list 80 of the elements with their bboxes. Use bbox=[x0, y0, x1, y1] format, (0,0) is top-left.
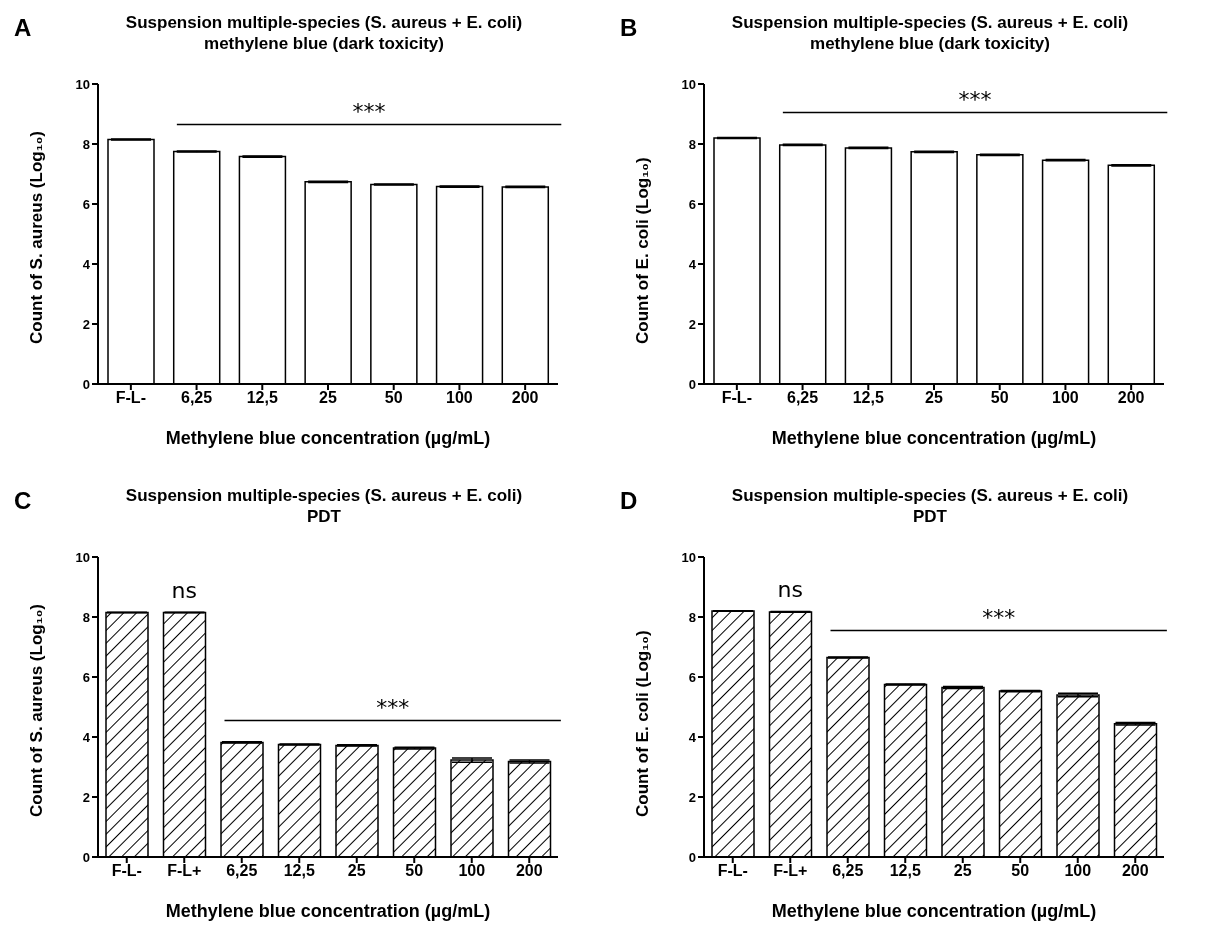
y-tick-label: 6 bbox=[82, 196, 90, 212]
x-axis-title: Methylene blue concentration (µg/mL) bbox=[165, 901, 491, 921]
y-axis-title: Count of E. coli (Log₁₀) bbox=[633, 630, 653, 817]
x-tick-label: 50 bbox=[384, 389, 403, 407]
y-tick-label: 8 bbox=[82, 136, 90, 152]
x-tick-label: 100 bbox=[446, 389, 473, 407]
x-tick-label: 25 bbox=[319, 389, 337, 407]
chart-title: Suspension multiple-species (S. aureus + E. coli) bbox=[124, 12, 524, 33]
x-tick-label: F-L- bbox=[721, 389, 752, 407]
y-axis-title: Count of S. aureus (Log₁₀) bbox=[27, 603, 47, 817]
x-tick-label: 12,5 bbox=[246, 389, 278, 407]
y-tick-label: 8 bbox=[688, 136, 696, 152]
chart-subtitle: methylene blue (dark toxicity) bbox=[809, 33, 1051, 54]
y-tick-label: 2 bbox=[82, 316, 90, 332]
text: C bbox=[14, 487, 32, 515]
chart-title: Suspension multiple-species (S. aureus + E. coli) bbox=[730, 485, 1130, 506]
x-tick-label: F-L+ bbox=[773, 862, 808, 880]
chart-subtitle: methylene blue (dark toxicity) bbox=[203, 33, 445, 54]
x-tick-label: F-L- bbox=[115, 389, 146, 407]
x-axis-title: Methylene blue concentration (µg/mL) bbox=[771, 901, 1097, 921]
ref-line-label: *** bbox=[958, 86, 992, 112]
y-tick-label: 10 bbox=[75, 549, 90, 565]
x-tick-label: 25 bbox=[347, 862, 366, 880]
y-tick-label: 4 bbox=[82, 729, 91, 745]
y-tick-label: 10 bbox=[681, 549, 696, 565]
y-axis-title: Count of S. aureus (Log₁₀) bbox=[27, 130, 47, 344]
x-axis-title: Methylene blue concentration (µg/mL) bbox=[165, 428, 491, 448]
x-tick-label: 50 bbox=[1011, 862, 1030, 880]
x-tick-label: F-L+ bbox=[167, 862, 202, 880]
text: A bbox=[14, 14, 32, 42]
x-tick-label: 12,5 bbox=[283, 862, 315, 880]
ref-line-label: *** bbox=[982, 604, 1016, 630]
y-tick-label: 10 bbox=[75, 76, 90, 92]
y-tick-label: 4 bbox=[688, 729, 697, 745]
x-tick-label: 100 bbox=[1064, 862, 1092, 880]
x-tick-label: 200 bbox=[511, 389, 539, 407]
chart-title: Suspension multiple-species (S. aureus + E. coli) bbox=[730, 12, 1130, 33]
annotation: ns bbox=[777, 577, 803, 603]
ref-line-label: *** bbox=[376, 694, 410, 720]
annotation: ns bbox=[171, 577, 197, 603]
y-tick-label: 0 bbox=[688, 376, 696, 392]
x-tick-label: 200 bbox=[515, 862, 543, 880]
y-tick-label: 2 bbox=[688, 316, 696, 332]
x-tick-label: 12,5 bbox=[889, 862, 921, 880]
chart-title: Suspension multiple-species (S. aureus + E. coli) bbox=[124, 485, 524, 506]
x-tick-label: 6,25 bbox=[787, 389, 819, 407]
x-tick-label: 200 bbox=[1117, 389, 1145, 407]
x-tick-label: 6,25 bbox=[832, 862, 864, 880]
x-tick-label: 12,5 bbox=[852, 389, 884, 407]
x-tick-label: 100 bbox=[1052, 389, 1079, 407]
y-tick-label: 4 bbox=[82, 256, 91, 272]
text: D bbox=[620, 487, 638, 515]
y-tick-label: 2 bbox=[688, 789, 696, 805]
x-tick-label: 50 bbox=[405, 862, 424, 880]
y-tick-label: 2 bbox=[82, 789, 90, 805]
x-tick-label: 6,25 bbox=[226, 862, 258, 880]
ref-line-label: *** bbox=[352, 98, 386, 124]
x-tick-label: 200 bbox=[1121, 862, 1149, 880]
x-tick-label: 6,25 bbox=[181, 389, 213, 407]
y-tick-label: 0 bbox=[688, 849, 696, 865]
y-tick-label: 6 bbox=[688, 196, 696, 212]
y-tick-label: 6 bbox=[82, 669, 90, 685]
x-tick-label: 25 bbox=[953, 862, 972, 880]
y-tick-label: 6 bbox=[688, 669, 696, 685]
x-tick-label: 100 bbox=[458, 862, 486, 880]
y-tick-label: 8 bbox=[82, 609, 90, 625]
x-tick-label: 50 bbox=[990, 389, 1009, 407]
x-tick-label: 25 bbox=[925, 389, 943, 407]
x-tick-label: F-L- bbox=[111, 862, 142, 880]
chart-subtitle: PDT bbox=[306, 506, 342, 527]
y-tick-label: 10 bbox=[681, 76, 696, 92]
y-tick-label: 0 bbox=[82, 849, 90, 865]
chart-subtitle: PDT bbox=[912, 506, 948, 527]
x-tick-label: F-L- bbox=[717, 862, 748, 880]
y-axis-title: Count of E. coli (Log₁₀) bbox=[633, 157, 653, 344]
y-tick-label: 8 bbox=[688, 609, 696, 625]
text: B bbox=[620, 14, 638, 42]
y-tick-label: 0 bbox=[82, 376, 90, 392]
y-tick-label: 4 bbox=[688, 256, 697, 272]
x-axis-title: Methylene blue concentration (µg/mL) bbox=[771, 428, 1097, 448]
